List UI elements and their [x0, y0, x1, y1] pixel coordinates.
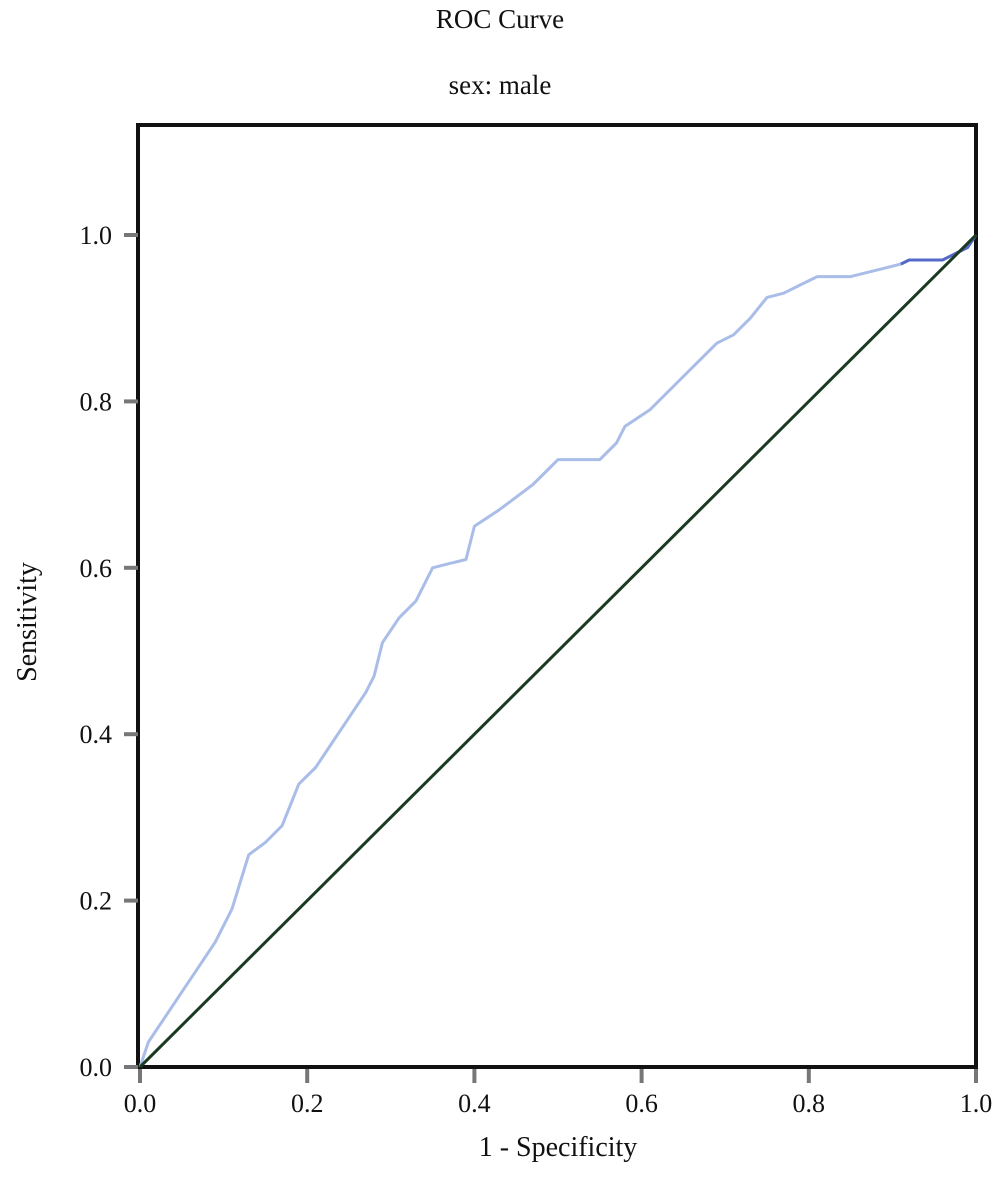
x-tick-label: 0.6: [625, 1089, 658, 1118]
x-tick-label: 0.8: [793, 1089, 826, 1118]
y-tick-label: 1.0: [80, 221, 113, 250]
roc-curve-tail-line: [900, 234, 978, 266]
x-tick-label: 1.0: [960, 1089, 993, 1118]
roc-curve-line: [138, 262, 902, 1068]
y-tick-label: 0.6: [80, 554, 113, 583]
y-tick-label: 0.2: [80, 887, 113, 916]
x-tick-label: 0.0: [124, 1089, 157, 1118]
chart-subtitle: sex: male: [448, 70, 552, 100]
y-tick-label: 0.0: [80, 1053, 113, 1082]
x-axis-label: 1 - Specificity: [478, 1132, 638, 1163]
x-tick-label: 0.4: [458, 1089, 491, 1118]
x-tick-label: 0.2: [291, 1089, 324, 1118]
reference-diagonal-line: [138, 233, 978, 1069]
y-tick-label: 0.4: [80, 720, 113, 749]
y-tick-label: 0.8: [80, 387, 113, 416]
chart-title: ROC Curve: [435, 4, 565, 34]
plot-frame: [136, 123, 978, 1069]
